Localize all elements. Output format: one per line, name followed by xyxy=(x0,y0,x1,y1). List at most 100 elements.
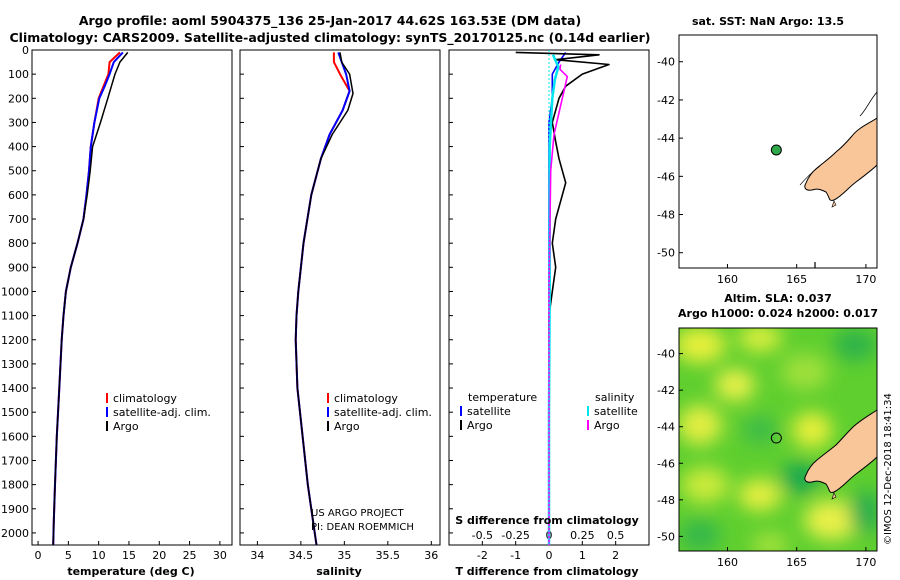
temperature-axes-frame xyxy=(31,49,233,546)
sst-map-panel: sat. SST: NaN Argo: 13.5 160 165 170 -40 -42… xyxy=(657,15,878,286)
map-y-tick-label: -42 xyxy=(657,94,675,107)
sla-map-subtitle: Argo h1000: 0.024 h2000: 0.017 xyxy=(678,307,878,320)
difference-xlabel-top: S difference from climatology xyxy=(455,514,639,527)
sla-map-title: Altim. SLA: 0.037 xyxy=(724,292,831,305)
sla-map-axes: 160 165 170 -40 -42 -44 -46 -48 -50 xyxy=(657,348,876,569)
legend-label: Argo xyxy=(334,420,360,433)
salinity-xlabel: salinity xyxy=(316,565,362,578)
x-tick-label: 25 xyxy=(183,549,197,562)
map-y-tick-label: -48 xyxy=(657,209,675,222)
sst-map-coast xyxy=(799,91,877,268)
imos-timestamp: ©IMOS 12-Dec-2018 18:41:34 xyxy=(883,393,894,545)
x-tick-label: 36 xyxy=(424,549,438,562)
argo-position-marker xyxy=(770,432,782,444)
depth-tick-label: 1200 xyxy=(1,334,29,347)
temperature-series xyxy=(52,51,129,546)
depth-tick-label: 1800 xyxy=(1,479,29,492)
legend-label: satellite-adj. clim. xyxy=(113,406,211,419)
sla-heatmap xyxy=(679,328,877,551)
x-tick-label: -1 xyxy=(510,549,521,562)
legend-label: climatology xyxy=(334,392,398,405)
map-y-tick-label: -42 xyxy=(657,384,675,397)
sla-map-frame xyxy=(678,327,878,552)
sst-coast-shelf-line xyxy=(799,165,821,186)
difference-series xyxy=(515,50,610,545)
sla-map-panel: Altim. SLA: 0.037 Argo h1000: 0.024 h200… xyxy=(657,292,878,569)
depth-tick-label: 300 xyxy=(8,116,29,129)
map-x-tick-label: 160 xyxy=(717,556,738,569)
x-tick-label: 35.5 xyxy=(376,549,401,562)
sla-heatmap-field xyxy=(679,328,877,551)
series-line xyxy=(294,52,354,546)
salinity-axes-frame xyxy=(239,49,441,546)
temperature-xlabel: temperature (deg C) xyxy=(67,565,194,578)
depth-tick-label: 700 xyxy=(8,213,29,226)
x-tick-label: 35 xyxy=(337,549,351,562)
map-x-tick-label: 165 xyxy=(786,273,807,286)
salinity-panel: 34 34.5 35 35.5 36 salinity climatologysatel… xyxy=(239,49,441,578)
difference-legend: temperature salinitysatelliteArgosatellit… xyxy=(460,391,638,432)
series-line xyxy=(294,52,351,546)
map-y-tick-label: -46 xyxy=(657,170,675,183)
depth-tick-label: 200 xyxy=(8,92,29,105)
depth-tick-label: 900 xyxy=(8,261,29,274)
legend-label: climatology xyxy=(113,392,177,405)
sst-map-axes: 160 165 170 -40 -42 -44 -46 -48 -50 xyxy=(657,56,876,286)
difference-xlabel: T difference from climatology xyxy=(455,565,638,578)
legend-title-temperature: temperature xyxy=(468,391,537,404)
salinity-series xyxy=(294,52,354,546)
depth-tick-label: 1900 xyxy=(1,503,29,516)
legend-label: Argo xyxy=(594,419,620,432)
depth-tick-label: 1400 xyxy=(1,382,29,395)
credit-pi: PI: DEAN ROEMMICH xyxy=(311,522,414,533)
legend-label: satellite xyxy=(467,405,511,418)
s-diff-tick-label: -0.25 xyxy=(501,529,529,542)
x-tick-label: 1 xyxy=(579,549,586,562)
series-line xyxy=(294,52,351,546)
s-diff-tick-label: 0.5 xyxy=(607,529,625,542)
figure-title-line1: Argo profile: aoml 5904375_136 25-Jan-20… xyxy=(79,13,581,29)
series-line xyxy=(52,51,129,546)
map-x-tick-label: 170 xyxy=(855,273,876,286)
map-y-tick-label: -46 xyxy=(657,457,675,470)
map-y-tick-label: -44 xyxy=(657,132,675,145)
depth-tick-label: 1700 xyxy=(1,454,29,467)
sst-land-south-island xyxy=(804,117,877,201)
legend-label: satellite xyxy=(594,405,638,418)
map-y-tick-label: -50 xyxy=(657,530,675,543)
temperature-panel: 0100200300400500600700800900100011001200… xyxy=(1,44,453,578)
series-line xyxy=(548,64,569,545)
x-tick-label: 5 xyxy=(65,549,72,562)
depth-axis: 0 100 200 300 400 500 600 700 800 900 1000 1100 1200… xyxy=(1,44,453,540)
depth-tick-label: 0 xyxy=(22,44,29,57)
depth-tick-label: 2000 xyxy=(1,527,29,540)
depth-tick-label: 1100 xyxy=(1,310,29,323)
sst-map-frame xyxy=(678,34,878,269)
map-x-tick-label: 160 xyxy=(717,273,738,286)
x-tick-label: 0 xyxy=(546,549,553,562)
x-tick-label: 20 xyxy=(152,549,166,562)
map-y-tick-label: -40 xyxy=(657,56,675,69)
depth-tick-label: 1300 xyxy=(1,358,29,371)
depth-tick-label: 1500 xyxy=(1,406,29,419)
map-y-tick-label: -44 xyxy=(657,421,675,434)
s-diff-tick-label: -0.5 xyxy=(472,529,493,542)
depth-tick-label: 400 xyxy=(8,141,29,154)
x-tick-label: 10 xyxy=(92,549,106,562)
temperature-x-axis: 0 5 10 15 20 25 30 xyxy=(35,541,227,562)
map-y-tick-label: -48 xyxy=(657,494,675,507)
sla-land-south-island xyxy=(804,409,877,493)
legend-title-salinity: salinity xyxy=(595,391,635,404)
x-tick-label: -2 xyxy=(477,549,488,562)
sst-argo-marker xyxy=(770,144,782,156)
sst-contour-line xyxy=(859,91,877,117)
map-x-tick-label: 170 xyxy=(855,556,876,569)
map-x-tick-label: 165 xyxy=(786,556,807,569)
legend-label: Argo xyxy=(467,419,493,432)
depth-tick-label: 1000 xyxy=(1,285,29,298)
legend-label: satellite-adj. clim. xyxy=(334,406,432,419)
